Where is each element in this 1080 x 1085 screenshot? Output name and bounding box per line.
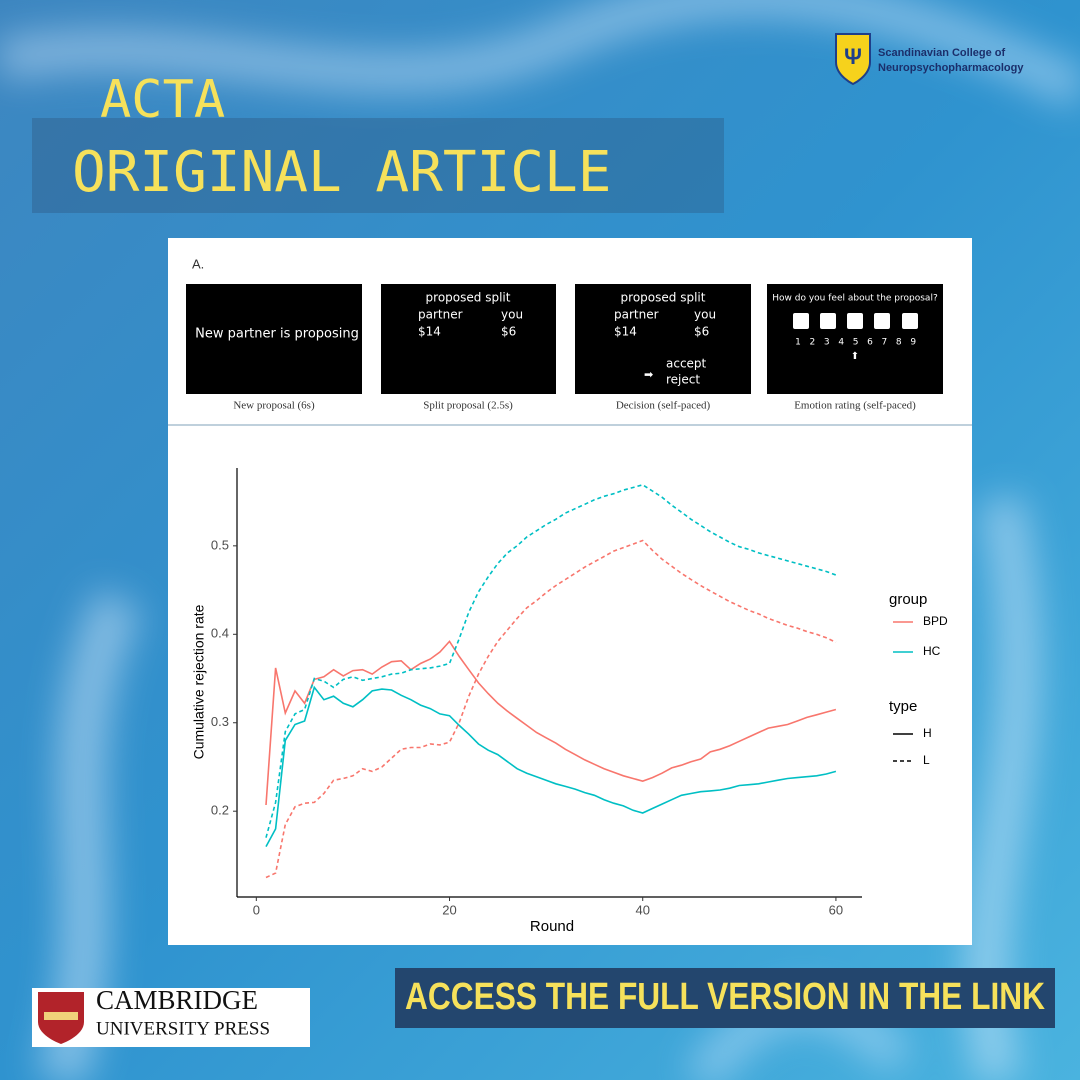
society-line1: Scandinavian College of bbox=[878, 47, 1005, 59]
publisher-line1: CAMBRIDGE bbox=[96, 985, 258, 1015]
y-tick-label: 0.3 bbox=[211, 714, 229, 729]
scale-number: 5 bbox=[853, 338, 859, 348]
arrow-icon: ⬆ bbox=[851, 351, 859, 362]
legend-title: type bbox=[889, 698, 917, 715]
scale-number: 7 bbox=[882, 338, 888, 348]
screen-text: $14 bbox=[418, 325, 441, 339]
screen-caption: Emotion rating (self-paced) bbox=[794, 400, 916, 412]
screen-heading: proposed split bbox=[621, 291, 706, 305]
legend-label: BPD bbox=[923, 614, 948, 628]
screen-caption: Split proposal (2.5s) bbox=[423, 400, 513, 412]
screen-caption: Decision (self-paced) bbox=[616, 400, 711, 412]
y-tick-label: 0.5 bbox=[211, 537, 229, 552]
y-tick-label: 0.4 bbox=[211, 626, 229, 641]
line-series bbox=[265, 640, 837, 806]
screen-text: partner bbox=[614, 308, 659, 322]
arrow-icon: ➡ bbox=[644, 368, 653, 381]
y-axis-title: Cumulative rejection rate bbox=[191, 604, 207, 759]
shield-band bbox=[44, 1012, 78, 1020]
legend-label: HC bbox=[923, 644, 941, 658]
legend-title: group bbox=[889, 591, 927, 608]
scale-number: 6 bbox=[867, 338, 873, 348]
header-band bbox=[32, 118, 724, 213]
logo-glyph: Ψ bbox=[844, 44, 862, 69]
screen-text: you bbox=[694, 308, 716, 322]
screen-text: $14 bbox=[614, 325, 637, 339]
face-icons bbox=[793, 313, 918, 329]
screen bbox=[186, 284, 362, 394]
screen-text: partner bbox=[418, 308, 463, 322]
task-screens: New partner is proposing proposed split … bbox=[186, 284, 943, 412]
screen-text: $6 bbox=[694, 325, 709, 339]
x-axis-title: Round bbox=[530, 918, 574, 935]
screen-text: New partner is proposing bbox=[195, 327, 359, 342]
screen-heading: How do you feel about the proposal? bbox=[772, 294, 938, 304]
scale-number: 4 bbox=[838, 338, 844, 348]
scale-number: 3 bbox=[824, 338, 830, 348]
screen bbox=[575, 284, 751, 394]
line-series bbox=[265, 483, 837, 838]
society-line2: Neuropsychopharmacology bbox=[878, 62, 1024, 74]
screen-text: $6 bbox=[501, 325, 516, 339]
screen-option: accept bbox=[666, 357, 707, 371]
header-line1: ACTA bbox=[100, 70, 225, 130]
panel-label: A. bbox=[192, 256, 204, 271]
screen-heading: proposed split bbox=[426, 291, 511, 305]
x-tick-label: 0 bbox=[253, 902, 260, 917]
scale-number: 2 bbox=[810, 338, 816, 348]
header-line2: ORIGINAL ARTICLE bbox=[72, 140, 611, 205]
call-to-action: ACCESS THE FULL VERSION IN THE LINK bbox=[405, 976, 1045, 1018]
scale-number: 9 bbox=[910, 338, 916, 348]
scale-number: 1 bbox=[795, 338, 801, 348]
screen-caption: New proposal (6s) bbox=[233, 400, 315, 412]
screen bbox=[381, 284, 556, 394]
legend-label: H bbox=[923, 726, 932, 740]
screen-text: you bbox=[501, 308, 523, 322]
screen bbox=[767, 284, 943, 394]
footer-band bbox=[395, 968, 1055, 1028]
line-series bbox=[265, 539, 837, 879]
x-tick-label: 40 bbox=[635, 902, 649, 917]
line-series bbox=[265, 685, 837, 847]
x-tick-label: 60 bbox=[829, 902, 843, 917]
society-logo bbox=[835, 33, 871, 86]
y-tick-label: 0.2 bbox=[211, 803, 229, 818]
x-tick-label: 20 bbox=[442, 902, 456, 917]
screen-option: reject bbox=[666, 373, 700, 387]
scale-number: 8 bbox=[896, 338, 902, 348]
legend-label: L bbox=[923, 753, 930, 767]
publisher-line2: UNIVERSITY PRESS bbox=[96, 1018, 270, 1039]
